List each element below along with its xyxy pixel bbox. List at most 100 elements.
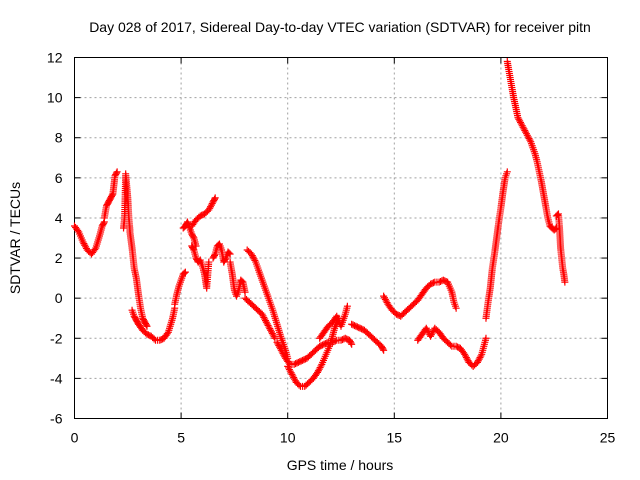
data-point (249, 253, 257, 261)
data-point (463, 355, 471, 363)
data-point (423, 326, 431, 334)
data-point (280, 351, 288, 359)
data-point (266, 325, 274, 333)
data-point (503, 168, 511, 176)
y-axis-label: SDTVAR / TECUs (7, 182, 23, 294)
data-point (380, 346, 388, 354)
data-point (561, 278, 569, 286)
data-point (208, 200, 216, 208)
data-point (143, 322, 151, 330)
data-point (225, 249, 233, 257)
data-point (553, 211, 561, 219)
data-point (523, 131, 531, 139)
y-tick-label: 2 (55, 250, 63, 266)
data-point (150, 335, 158, 343)
data-point (267, 326, 275, 334)
x-tick-label: 5 (177, 430, 185, 446)
data-point (113, 168, 121, 176)
x-tick-label: 10 (280, 430, 296, 446)
data-point (379, 345, 387, 353)
data-point (261, 315, 269, 323)
data-point (163, 330, 171, 338)
data-point (277, 346, 285, 354)
data-point (82, 243, 90, 251)
data-point (314, 368, 322, 376)
data-point (429, 279, 437, 287)
data-point (348, 340, 356, 348)
data-point (205, 258, 213, 266)
data-point (522, 128, 530, 136)
data-point (477, 352, 485, 360)
data-point (515, 115, 523, 123)
data-point (80, 240, 88, 248)
data-point (380, 292, 388, 300)
data-point (522, 130, 530, 138)
data-point (207, 201, 215, 209)
data-point (265, 323, 273, 331)
data-point (284, 362, 292, 370)
data-point (258, 310, 266, 318)
x-tick-label: 25 (600, 430, 616, 446)
data-point (314, 367, 322, 375)
data-point (514, 114, 522, 122)
data-point (206, 204, 214, 212)
data-point (380, 294, 388, 302)
data-point (211, 195, 219, 203)
y-tick-label: 0 (55, 290, 63, 306)
data-point (259, 312, 267, 320)
data-point (211, 251, 219, 259)
data-point (74, 226, 82, 234)
data-point (205, 206, 213, 214)
data-point (269, 331, 277, 339)
data-point (427, 332, 435, 340)
data-point (108, 191, 116, 199)
data-point (317, 362, 325, 370)
data-point (316, 364, 324, 372)
data-point (264, 321, 272, 329)
data-point (526, 136, 534, 144)
data-point (473, 358, 481, 366)
data-point (347, 339, 355, 347)
data-point (525, 135, 533, 143)
data-point (250, 255, 258, 263)
data-point (427, 331, 435, 339)
data-point (262, 318, 270, 326)
data-point (279, 350, 287, 358)
data-point (290, 374, 298, 382)
data-point (251, 256, 259, 264)
data-point (248, 252, 256, 260)
data-point (181, 268, 189, 276)
data-point (262, 317, 270, 325)
data-point (270, 333, 278, 341)
x-tick-label: 15 (387, 430, 403, 446)
data-point (180, 269, 188, 277)
data-point (226, 250, 234, 258)
data-point (273, 338, 281, 346)
y-tick-label: 4 (55, 210, 63, 226)
x-tick-labels: 0 5 10 15 20 25 (71, 430, 616, 446)
data-point (260, 313, 268, 321)
data-point (452, 304, 460, 312)
data-point (517, 118, 525, 126)
data-point (268, 329, 276, 337)
data-series (71, 58, 569, 390)
data-point (520, 125, 528, 133)
data-point (287, 369, 295, 377)
data-point (475, 355, 483, 363)
y-tick-label: 10 (47, 90, 63, 106)
data-point (189, 233, 197, 241)
data-point (241, 288, 249, 296)
data-point (516, 117, 524, 125)
data-point (422, 324, 430, 332)
data-point (521, 127, 529, 135)
data-point (315, 365, 323, 373)
data-point (211, 194, 219, 202)
data-point (382, 297, 390, 305)
x-axis-label: GPS time / hours (287, 457, 394, 473)
data-point (112, 169, 120, 177)
data-point (278, 348, 286, 356)
y-tick-label: 8 (55, 130, 63, 146)
data-point (276, 343, 284, 351)
data-point (288, 370, 296, 378)
